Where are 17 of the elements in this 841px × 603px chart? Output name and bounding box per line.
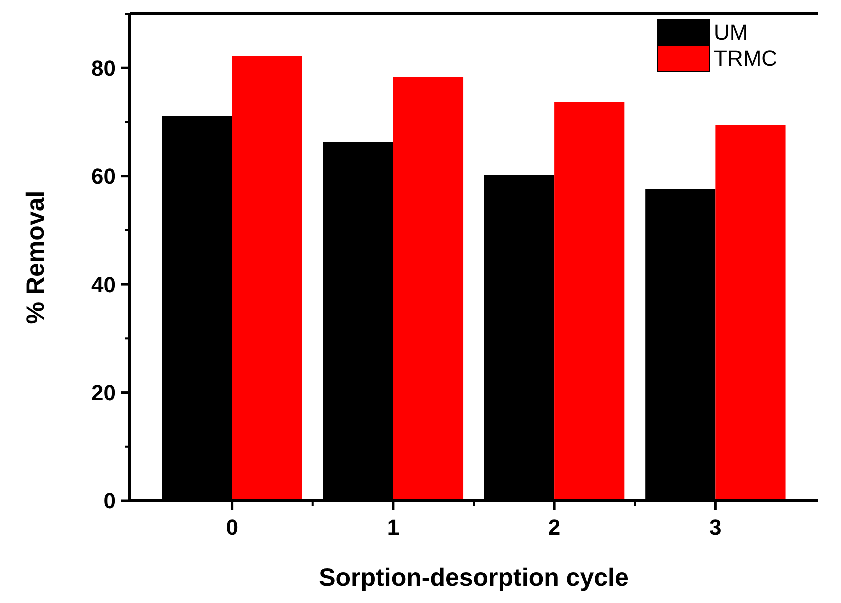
y-axis-title: % Removal [22, 190, 50, 324]
bar [393, 77, 464, 501]
legend-label: UM [714, 20, 748, 45]
legend-label: TRMC [714, 46, 778, 71]
y-tick-label: 80 [92, 56, 116, 81]
y-tick-label: 0 [104, 488, 116, 514]
y-tick-label: 60 [92, 164, 116, 190]
x-tick-label: 0 [226, 515, 238, 540]
x-tick-label: 1 [387, 515, 400, 540]
bar [554, 102, 625, 501]
y-tick-label: 20 [92, 380, 116, 406]
bar [716, 125, 786, 501]
y-tick-label: 40 [92, 272, 116, 298]
x-tick-label: 2 [548, 515, 561, 540]
x-axis-title: Sorption-desorption cycle [319, 564, 629, 592]
bar [232, 56, 302, 501]
x-tick-label: 3 [710, 515, 722, 540]
